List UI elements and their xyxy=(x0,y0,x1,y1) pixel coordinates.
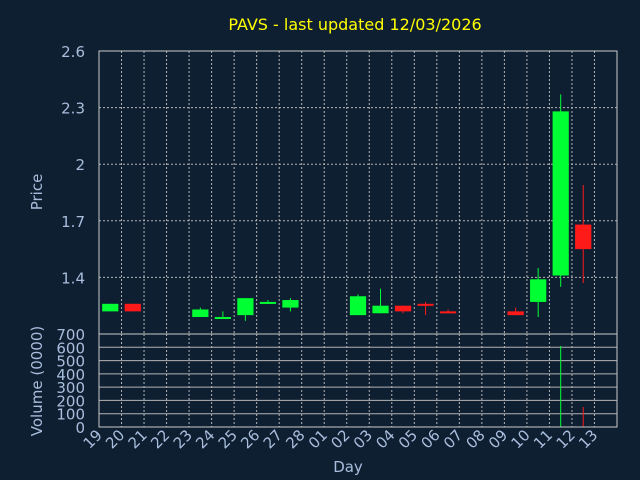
volume-tick-label: 600 xyxy=(56,339,85,357)
volume-tick-label: 500 xyxy=(56,353,85,371)
volume-grid xyxy=(99,333,617,428)
candle-body xyxy=(507,311,524,316)
candle-body xyxy=(214,317,231,320)
volume-tick-label: 0 xyxy=(75,419,85,437)
candle-body xyxy=(237,298,254,316)
candle-body xyxy=(417,303,434,306)
candle-body xyxy=(575,224,592,250)
volume-tick-label: 400 xyxy=(56,366,85,384)
day-ticks: 1920212223242526272801020304050607080910… xyxy=(80,426,602,452)
volume-plot-frame xyxy=(98,333,618,428)
candle-body xyxy=(394,305,412,312)
candle-body xyxy=(102,303,119,312)
price-axis-label: Price xyxy=(28,174,46,211)
candle-body xyxy=(530,279,547,302)
candle-body xyxy=(552,111,569,276)
volume-tick-label: 300 xyxy=(56,379,85,397)
volume-bars xyxy=(560,345,584,427)
volume-tick-label: 200 xyxy=(56,392,85,410)
candle-body xyxy=(439,311,457,314)
candle-body xyxy=(372,305,389,314)
price-tick-label: 2.3 xyxy=(61,100,85,118)
candle-body xyxy=(259,301,277,304)
day-axis-label: Day xyxy=(333,458,363,476)
price-y-ticks: 1.4 1.7 2 2.3 2.6 xyxy=(61,43,85,287)
candles xyxy=(102,94,592,321)
chart-title: PAVS - last updated 12/03/2026 xyxy=(228,15,481,34)
day-tick-label: 13 xyxy=(575,426,601,452)
candle-body xyxy=(349,296,367,316)
price-tick-label: 2 xyxy=(75,156,85,174)
candle-body xyxy=(192,309,209,318)
price-tick-label: 2.6 xyxy=(61,43,85,61)
price-grid xyxy=(99,50,617,334)
volume-tick-label: 700 xyxy=(56,326,85,344)
price-tick-label: 1.4 xyxy=(61,269,85,287)
price-tick-label: 1.7 xyxy=(61,213,85,231)
candle-body xyxy=(282,300,299,308)
candle-body xyxy=(124,303,141,312)
volume-axis-label: Volume (0000) xyxy=(28,326,46,436)
volume-tick-label: 100 xyxy=(56,406,85,424)
